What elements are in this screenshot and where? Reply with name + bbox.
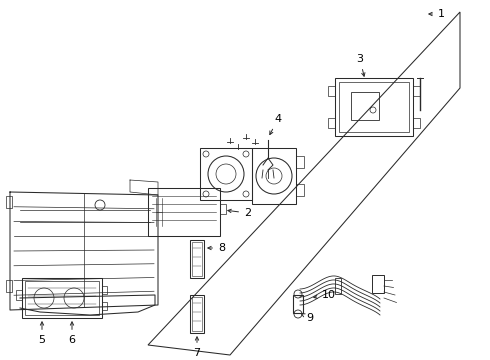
Text: 1: 1 [429, 9, 445, 19]
Bar [200, 148, 252, 200]
Text: 5: 5 [39, 322, 46, 345]
Bar [413, 86, 420, 96]
Bar [192, 297, 202, 331]
Bar [6, 196, 12, 208]
Text: 4: 4 [270, 114, 282, 135]
Bar [372, 275, 384, 293]
Text: 8: 8 [208, 243, 225, 253]
Bar [16, 290, 22, 300]
Bar [328, 118, 335, 128]
Bar [252, 148, 296, 204]
Bar [102, 286, 107, 294]
Bar [328, 86, 335, 96]
Bar [220, 204, 226, 214]
Text: 10: 10 [314, 290, 336, 300]
Bar [335, 78, 413, 136]
Bar [351, 92, 379, 120]
Bar [6, 280, 12, 292]
Text: 6: 6 [69, 322, 75, 345]
Bar [102, 302, 107, 310]
Bar [190, 295, 204, 333]
Bar [413, 118, 420, 128]
Text: 3: 3 [357, 54, 365, 76]
Bar [339, 82, 409, 132]
Bar [148, 188, 220, 236]
Bar [190, 240, 204, 278]
Bar [192, 242, 202, 276]
Bar [296, 184, 304, 196]
Bar [25, 281, 99, 315]
Bar [22, 278, 102, 318]
Text: 7: 7 [194, 337, 200, 358]
Bar [335, 278, 341, 294]
Text: 2: 2 [228, 208, 251, 218]
Text: 9: 9 [301, 313, 313, 323]
Bar [296, 156, 304, 168]
Bar [293, 295, 303, 313]
